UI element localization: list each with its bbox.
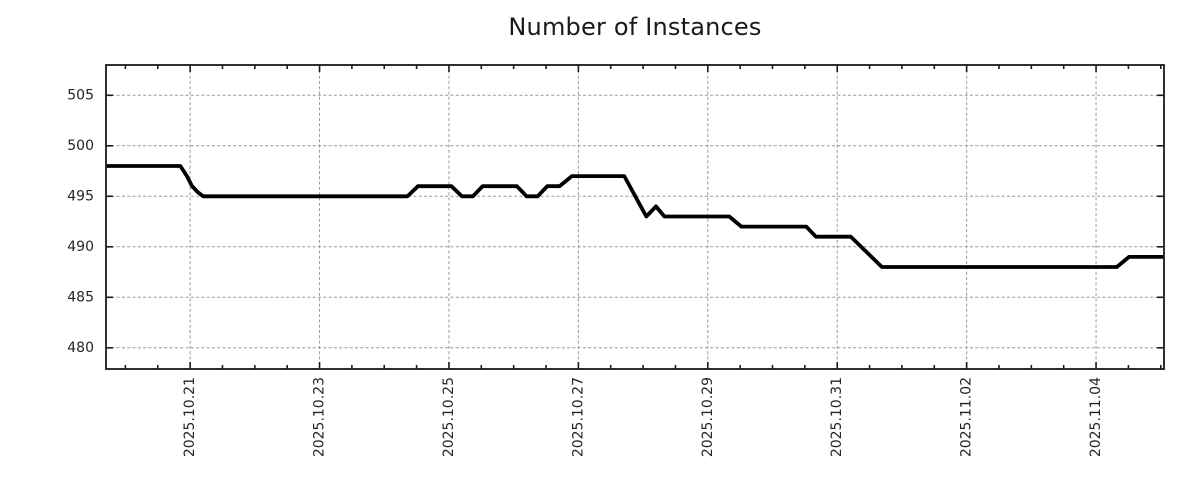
x-tick-label: 2025.10.29 — [700, 377, 716, 457]
y-tick-label: 500 — [67, 138, 94, 154]
x-tick-label: 2025.10.27 — [570, 377, 586, 457]
y-tick-label: 485 — [67, 289, 94, 305]
x-tick-label: 2025.11.04 — [1088, 377, 1104, 457]
x-tick-label: 2025.10.31 — [829, 377, 845, 457]
plot-border — [105, 64, 1165, 370]
x-tick-label: 2025.10.21 — [182, 377, 198, 457]
y-tick-label: 480 — [67, 340, 94, 356]
x-tick-label: 2025.10.23 — [312, 377, 328, 457]
series-line-instances — [106, 164, 1164, 269]
y-tick-label: 505 — [67, 87, 94, 103]
axis-ticks — [106, 65, 1164, 369]
y-tick-label: 490 — [67, 239, 94, 255]
chart-title: Number of Instances — [508, 13, 762, 41]
y-tick-label: 495 — [67, 188, 94, 204]
x-tick-label: 2025.11.02 — [959, 377, 975, 457]
grid-lines — [106, 65, 1164, 369]
x-tick-label: 2025.10.25 — [441, 377, 457, 457]
